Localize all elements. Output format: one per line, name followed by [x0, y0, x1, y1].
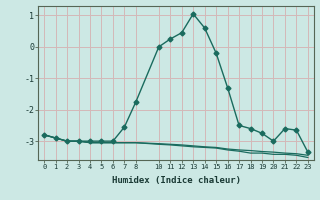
X-axis label: Humidex (Indice chaleur): Humidex (Indice chaleur)	[111, 176, 241, 185]
